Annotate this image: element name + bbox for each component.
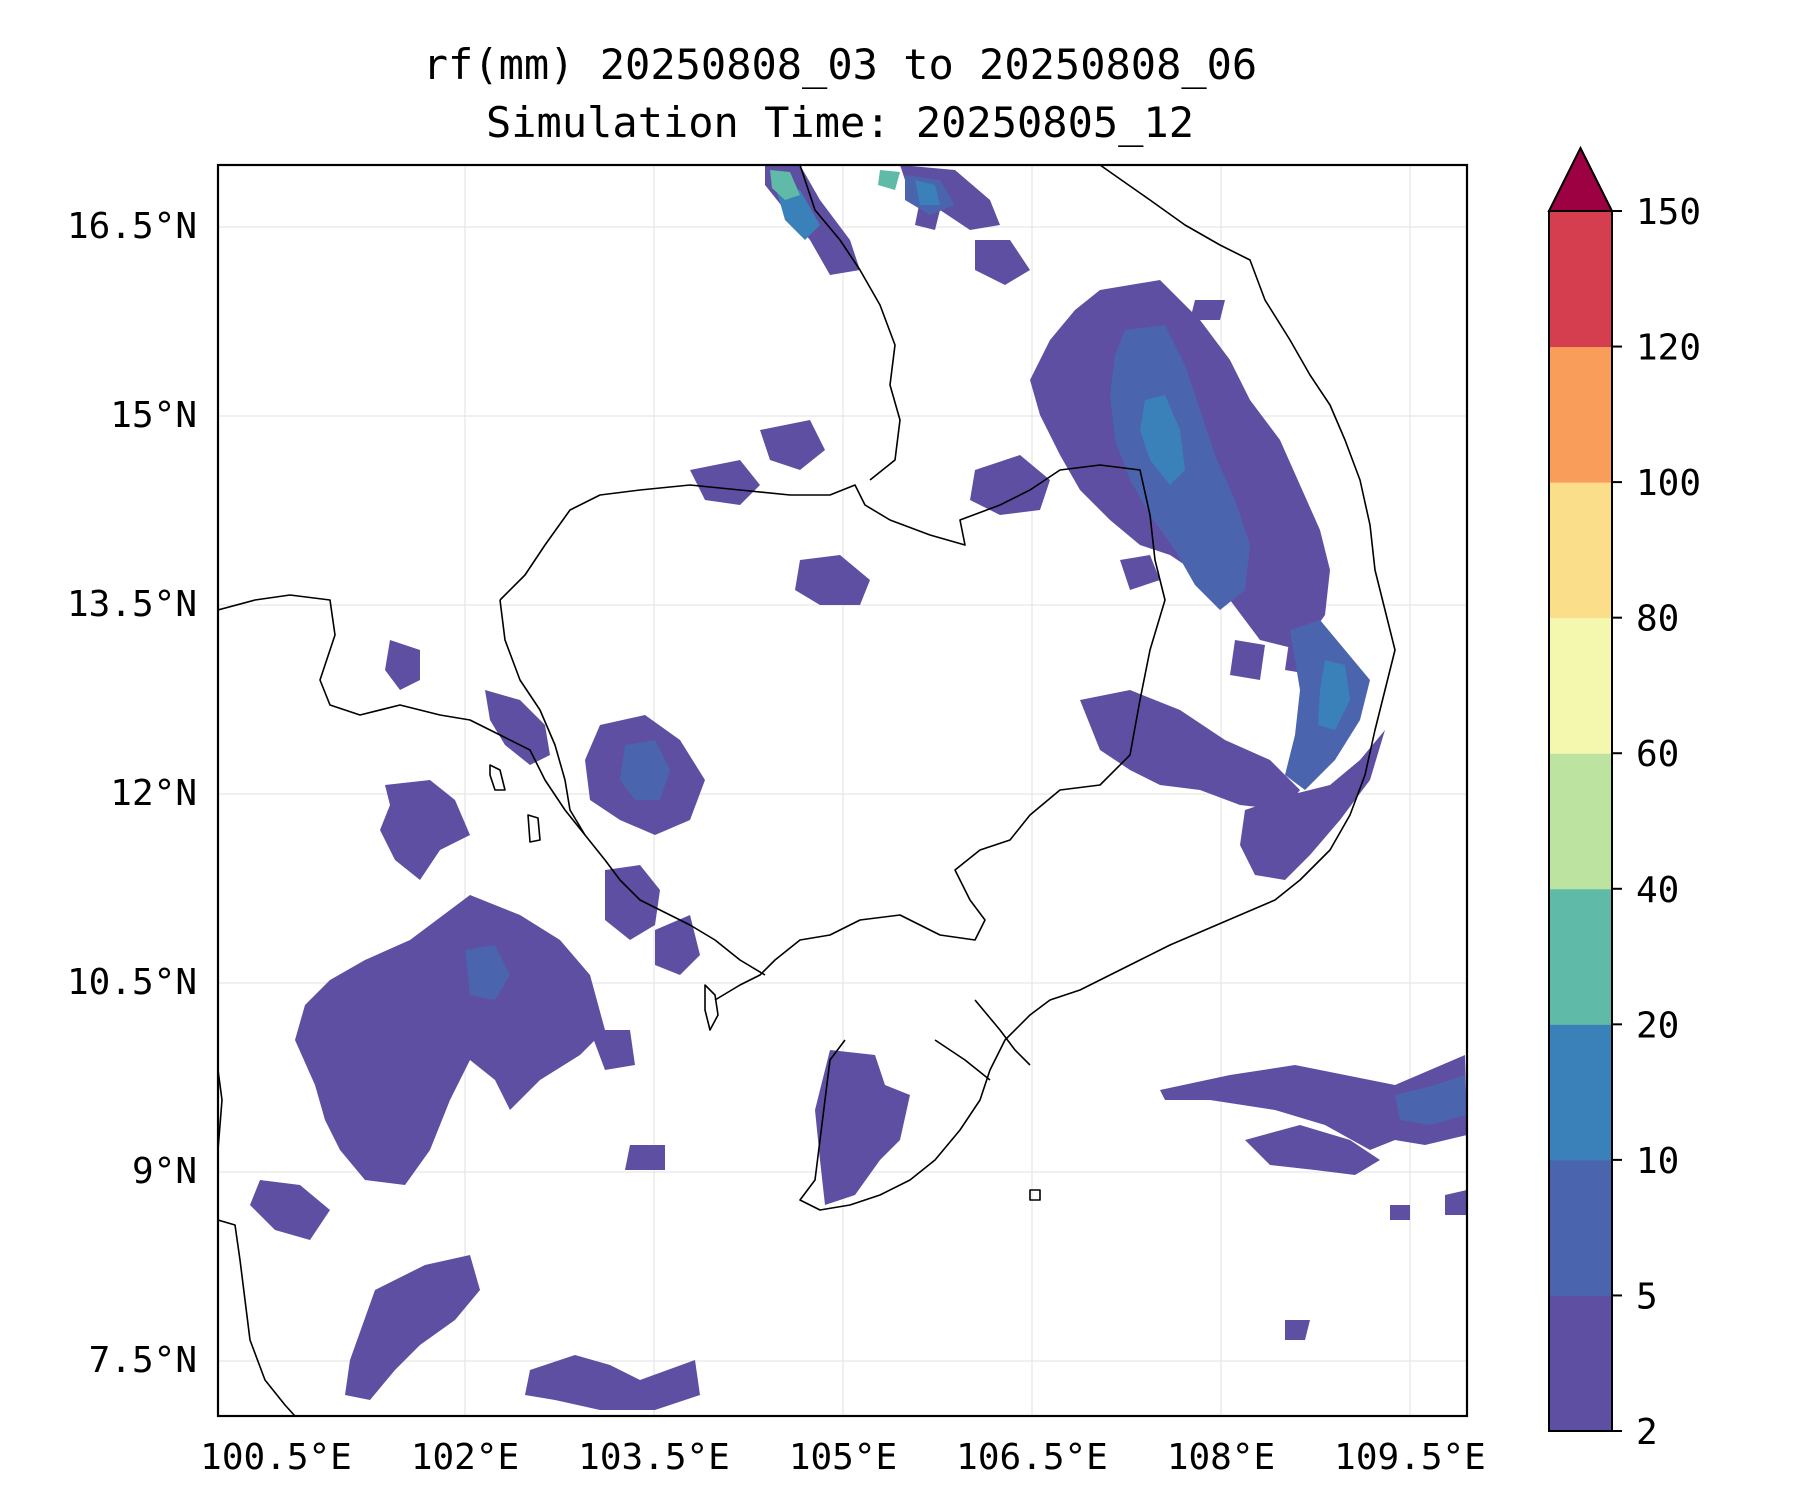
- colorbar-tick-label: 150: [1636, 192, 1701, 233]
- colorbar-tick-label: 80: [1636, 599, 1679, 640]
- precip-area-coast-heavy: [1318, 660, 1350, 730]
- lon-tick-108: 108°E: [1167, 1437, 1275, 1478]
- colorbar-tick-label: 10: [1636, 1141, 1679, 1182]
- colorbar-segment: [1549, 1159, 1612, 1296]
- lon-tick-102: 102°E: [411, 1437, 519, 1478]
- precip-area-kampot: [655, 915, 700, 975]
- colorbar-tick-label: 40: [1636, 870, 1679, 911]
- precip-area-gulf-west: [295, 895, 605, 1185]
- map-title: rf(mm) 20250808_03 to 20250808_06: [422, 40, 1258, 89]
- precip-area-central-highlands: [1080, 690, 1300, 810]
- lon-tick-109-5: 109.5°E: [1334, 1437, 1486, 1478]
- precip-area-east-sea-band: [1160, 1055, 1467, 1150]
- precip-area-small-11: [515, 1050, 545, 1080]
- map-subtitle: Simulation Time: 20250805_12: [485, 98, 1194, 147]
- phu-quoc-island: [704, 984, 719, 1031]
- precip-area-west-coast: [380, 780, 470, 880]
- laos-mekong-border: [799, 165, 901, 481]
- delta-river-mouth-2: [934, 1039, 991, 1081]
- lat-tick-16-5: 16.5°N: [67, 206, 197, 247]
- colorbar-tick-label: 120: [1636, 328, 1701, 369]
- precip-area-cardamom-core: [620, 740, 670, 800]
- lat-tick-7-5: 7.5°N: [89, 1340, 197, 1381]
- precip-area-chanthaburi: [485, 690, 550, 765]
- precip-area-south-sea: [525, 1355, 700, 1410]
- colorbar: 2 5 10 20 40 60 80 100 120 150: [1547, 145, 1701, 1453]
- precip-area-small-10: [1390, 1205, 1410, 1220]
- colorbar-frame: [1548, 210, 1613, 1432]
- precip-area-north-max-2: [878, 170, 900, 190]
- precip-area-west-thailand: [385, 640, 420, 690]
- colorbar-tick-label: 20: [1636, 1005, 1679, 1046]
- con-son-island: [1029, 1189, 1041, 1201]
- malay-peninsula: [218, 1219, 296, 1416]
- precip-area-small-1: [590, 1030, 635, 1070]
- colorbar-tick-label: 60: [1636, 734, 1679, 775]
- lon-tick-labels: 100.5°E 102°E 103.5°E 105°E 106.5°E 108°…: [200, 1437, 1486, 1478]
- cambodia-west-coast: [499, 599, 766, 976]
- thailand-south-coast: [218, 1069, 223, 1151]
- lat-tick-13-5: 13.5°N: [67, 584, 197, 625]
- lon-tick-103-5: 103.5°E: [578, 1437, 730, 1478]
- precip-area-small-9: [1445, 1190, 1467, 1215]
- lat-tick-12: 12°N: [110, 773, 197, 814]
- precip-area-northwest-laos: [975, 240, 1030, 285]
- colorbar-segment: [1549, 1295, 1612, 1432]
- precip-area-small-2: [625, 1145, 665, 1170]
- colorbar-segment: [1549, 753, 1612, 890]
- precip-area-tonle-north: [690, 460, 760, 505]
- mekong-delta-coast: [799, 974, 1111, 1211]
- precip-area-north-heavy-2: [915, 180, 940, 205]
- vietnam-east-coast: [1099, 165, 1396, 976]
- plot-frame: [216, 163, 1469, 1418]
- precip-area-north-max: [770, 170, 800, 200]
- precip-area-siem-reap: [795, 555, 870, 605]
- precip-area-small-4: [1120, 555, 1160, 590]
- colorbar-segment: [1549, 617, 1612, 754]
- lon-tick-106-5: 106.5°E: [956, 1437, 1108, 1478]
- colorbar-tick-label: 2: [1636, 1412, 1658, 1453]
- lat-tick-9: 9°N: [132, 1151, 197, 1192]
- thailand-border-west: [218, 594, 586, 836]
- colorbar-segment: [1549, 888, 1612, 1025]
- precip-area-south-coast: [345, 1255, 480, 1400]
- precip-area-laos-south: [970, 455, 1050, 515]
- colorbar-segment: [1549, 346, 1612, 483]
- lat-tick-10-5: 10.5°N: [67, 962, 197, 1003]
- precip-area-tonle-2: [760, 420, 825, 470]
- thailand-cambodia-border: [499, 484, 1031, 601]
- precip-area-south-central-coast: [1240, 730, 1385, 880]
- precip-area-gulf-southwest: [250, 1180, 330, 1240]
- cambodia-vietnam-border: [714, 464, 1166, 1001]
- coastlines-and-borders: [218, 165, 1396, 1416]
- colorbar-tick-label: 100: [1636, 463, 1701, 504]
- precip-area-phu-quoc: [605, 865, 660, 940]
- precip-area-central-heavy: [1140, 395, 1185, 485]
- precip-area-gulf-core: [465, 945, 510, 1000]
- colorbar-segment: [1549, 211, 1612, 348]
- colorbar-extend-arrow: [1547, 145, 1614, 212]
- precip-20-40mm: [770, 170, 900, 200]
- precip-area-small-7: [1190, 300, 1225, 320]
- precip-area-small-6: [1230, 640, 1265, 680]
- lat-tick-15: 15°N: [110, 395, 197, 436]
- lon-tick-100-5: 100.5°E: [200, 1437, 352, 1478]
- precip-area-east-band-core: [1395, 1075, 1467, 1125]
- koh-rong-island: [527, 814, 541, 843]
- colorbar-segment: [1549, 1024, 1612, 1161]
- delta-river-mouth-1: [974, 999, 1031, 1066]
- lat-tick-labels: 16.5°N 15°N 13.5°N 12°N 10.5°N 9°N 7.5°N: [67, 206, 197, 1381]
- precip-area-mekong-delta: [815, 1050, 910, 1205]
- precip-area-small-3: [1285, 1320, 1310, 1340]
- lon-tick-105: 105°E: [789, 1437, 897, 1478]
- colorbar-segment: [1549, 482, 1612, 619]
- koh-kong-island: [489, 764, 506, 791]
- precip-area-east-sea-band-south: [1245, 1125, 1380, 1175]
- colorbar-tick-label: 5: [1636, 1276, 1658, 1317]
